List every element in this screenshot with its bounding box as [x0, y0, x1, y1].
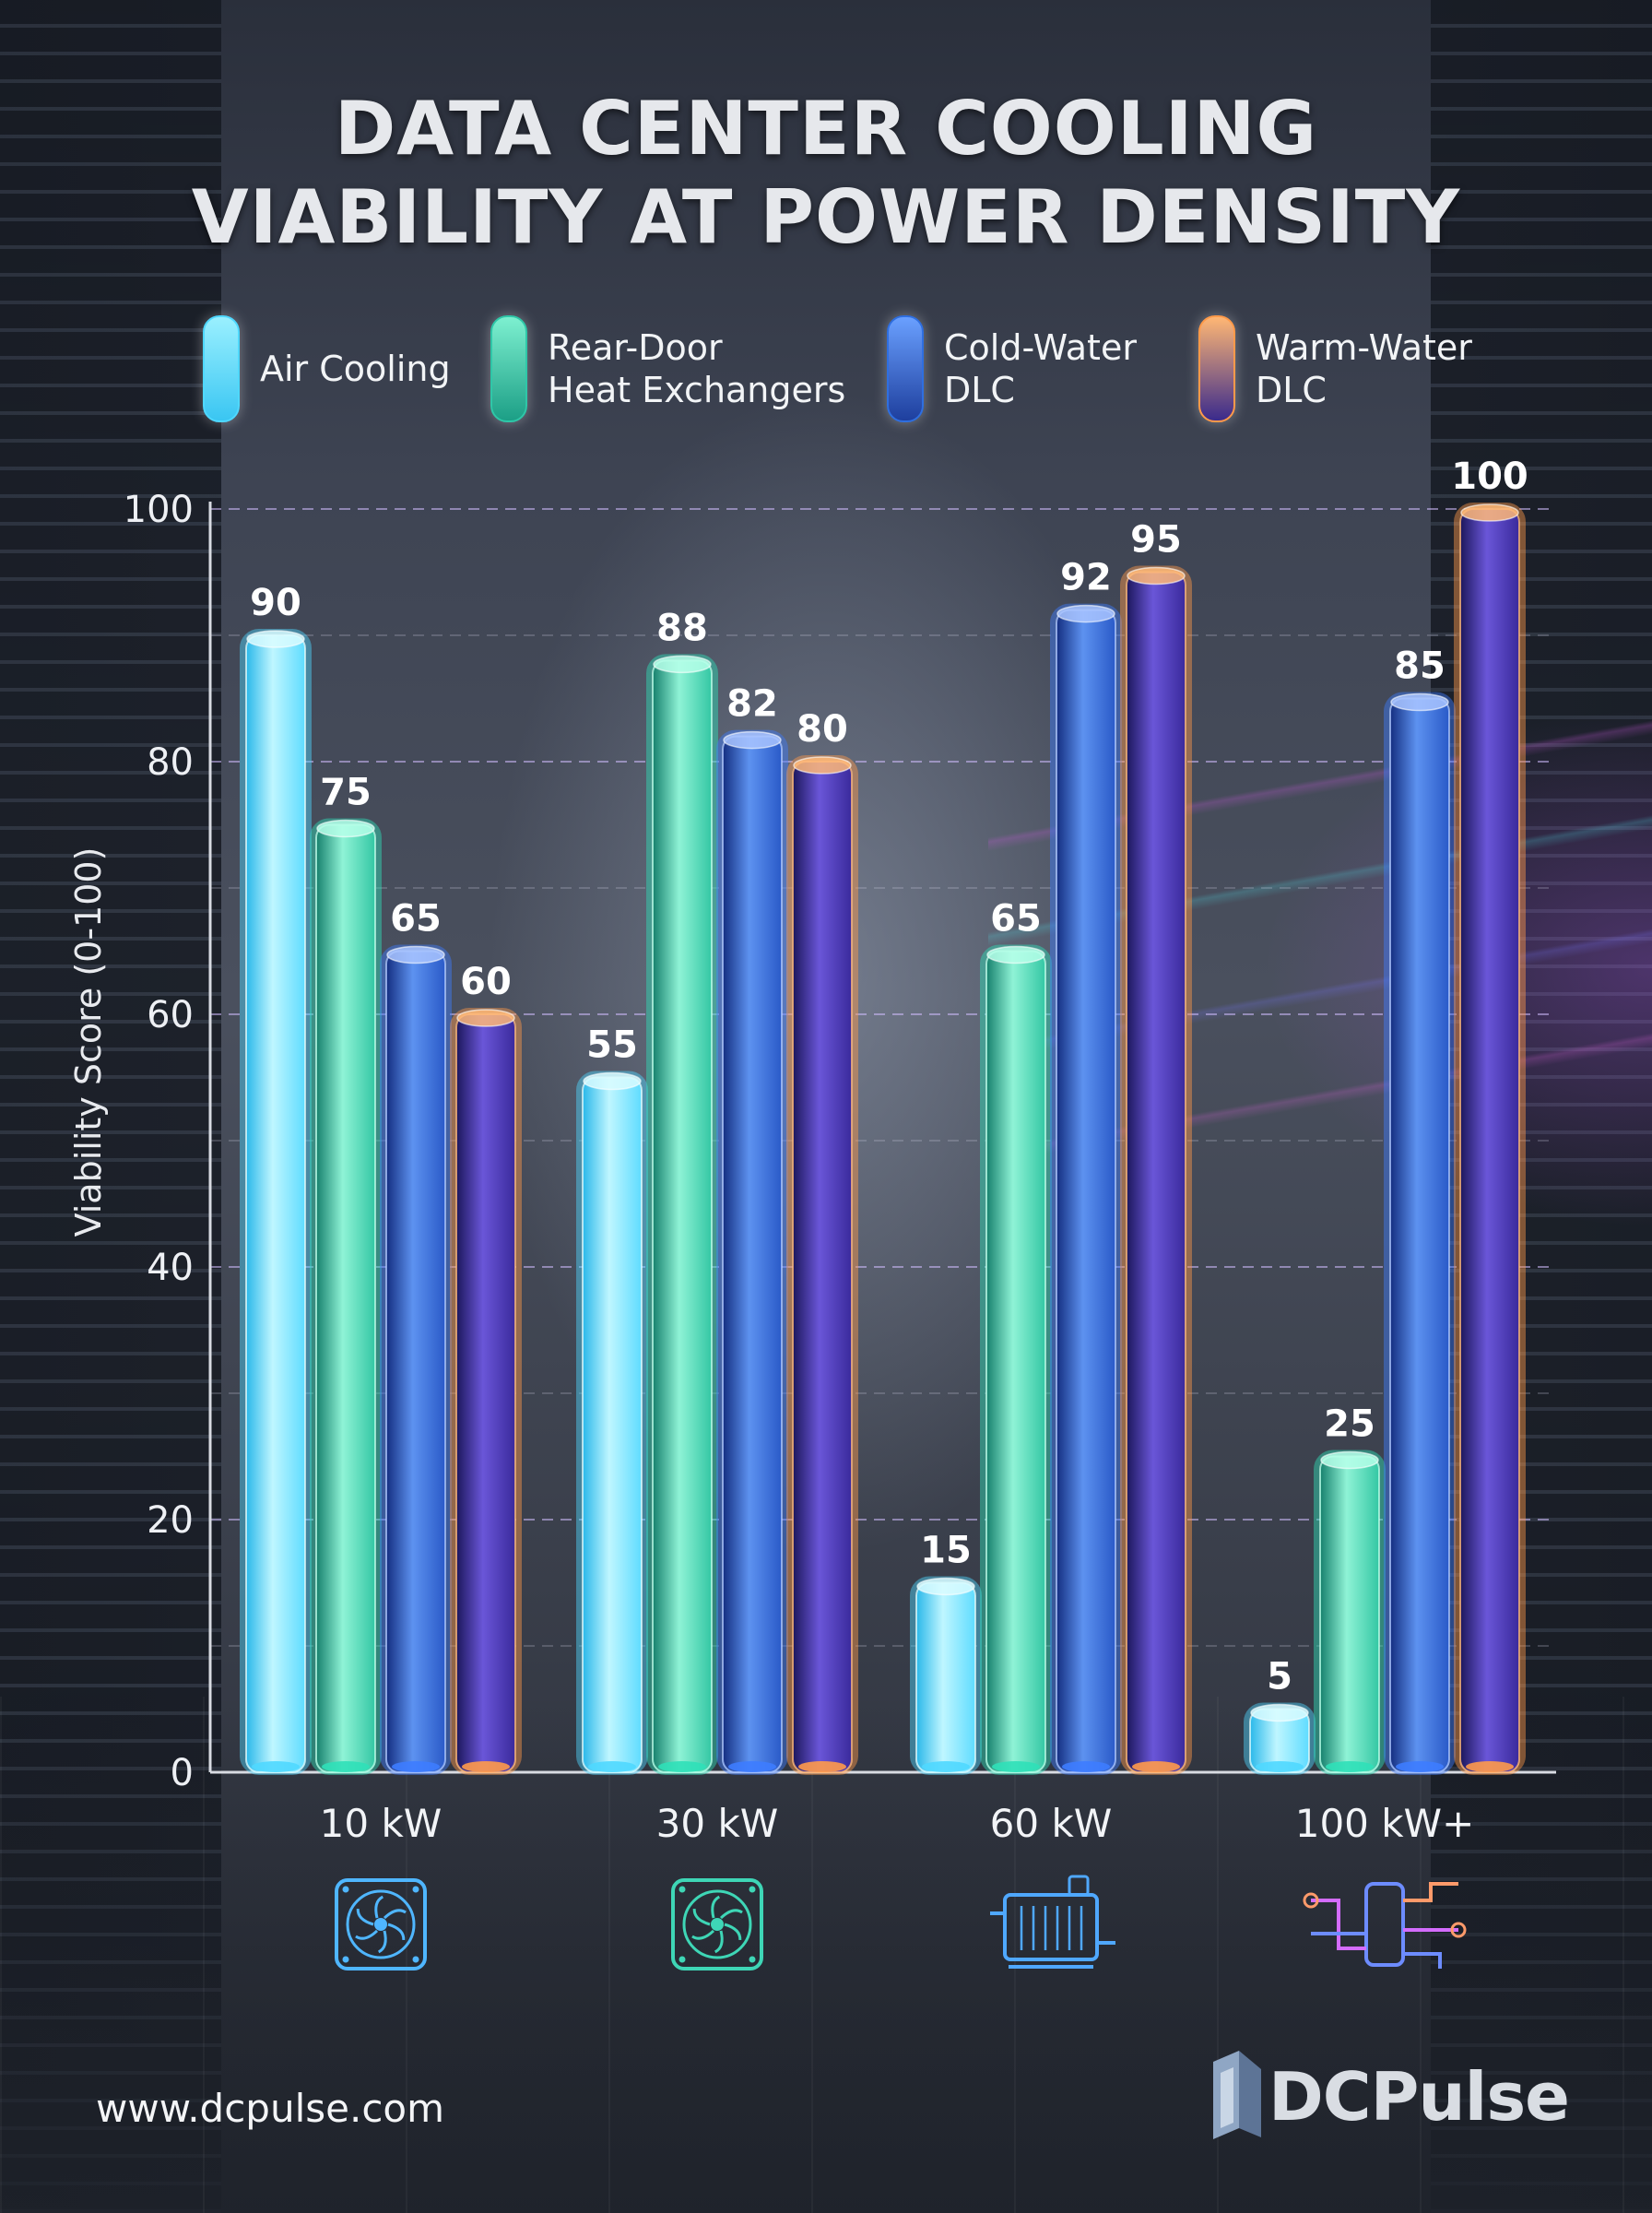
- data-label: 82: [726, 683, 778, 726]
- bar-cap: [246, 630, 305, 648]
- bar: [1389, 697, 1450, 1773]
- data-label: 100: [1451, 456, 1528, 498]
- bar-cap: [583, 1071, 642, 1091]
- website-url[interactable]: www.dcpulse.com: [96, 2086, 445, 2131]
- bar-base: [588, 1761, 636, 1772]
- data-label: 75: [320, 772, 372, 814]
- bar-cap: [1460, 503, 1519, 522]
- bar-base: [1132, 1761, 1180, 1772]
- bar-cap: [1320, 1450, 1379, 1470]
- data-label: 80: [796, 708, 848, 751]
- bar-cap: [793, 756, 852, 775]
- legend-label: Rear-Door Heat Exchangers: [548, 327, 846, 410]
- dcpulse-logo-icon: [1213, 2051, 1261, 2139]
- bar-base: [1256, 1761, 1304, 1772]
- data-label: 85: [1394, 645, 1446, 688]
- y-tick-label: 100: [124, 489, 194, 531]
- bar-base: [1326, 1761, 1374, 1772]
- bar-base: [658, 1761, 706, 1772]
- x-tick-label: 60 kW: [990, 1801, 1113, 1846]
- legend-item-rear-door: Rear-Door Heat Exchangers: [490, 314, 845, 424]
- fan-icon: [335, 1878, 427, 1970]
- bar-base: [798, 1761, 846, 1772]
- legend-label: Warm-Water DLC: [1256, 327, 1472, 410]
- bar: [315, 823, 376, 1773]
- data-label: 60: [460, 961, 512, 1003]
- bar-base: [462, 1761, 510, 1772]
- data-label: 92: [1060, 557, 1112, 599]
- data-label: 15: [920, 1530, 972, 1572]
- bar-base: [992, 1761, 1040, 1772]
- bar-cap: [1127, 566, 1186, 586]
- data-label: 65: [990, 898, 1042, 941]
- bar-cap: [1056, 604, 1115, 623]
- legend-label: Air Cooling: [260, 349, 451, 389]
- data-label: 88: [656, 607, 708, 649]
- y-tick-label: 40: [147, 1247, 194, 1289]
- y-tick-label: 0: [171, 1752, 194, 1794]
- bar: [1459, 508, 1520, 1773]
- bar-cap: [1390, 692, 1449, 712]
- data-label: 5: [1267, 1656, 1292, 1698]
- bar: [1056, 609, 1116, 1773]
- bar-cap: [723, 730, 782, 750]
- x-tick-label: 30 kW: [656, 1801, 779, 1846]
- legend-item-cold-water: Cold-Water DLC: [887, 314, 1137, 424]
- bar-base: [922, 1761, 970, 1772]
- brand-name: DCPulse: [1268, 2058, 1570, 2136]
- bar-cap: [1250, 1703, 1309, 1722]
- bar: [455, 1013, 516, 1773]
- y-tick-label: 20: [147, 1499, 194, 1542]
- bar: [792, 761, 853, 1773]
- legend-swatch: [887, 315, 924, 422]
- bar-cap: [653, 655, 712, 674]
- bar-base: [1466, 1761, 1514, 1772]
- legend-item-warm-water: Warm-Water DLC: [1198, 314, 1472, 424]
- bar: [652, 659, 713, 1773]
- legend-swatch: [203, 315, 240, 422]
- data-label: 90: [250, 582, 301, 624]
- bar-cap: [316, 819, 375, 838]
- piping-manifold-icon: [1303, 1882, 1467, 1969]
- floor: [0, 1697, 1652, 2213]
- bar: [915, 1581, 976, 1773]
- data-label: 65: [390, 898, 442, 941]
- bar-cap: [456, 1009, 515, 1027]
- brand-logo: DCPulse: [1208, 2049, 1570, 2145]
- x-tick-label: 100 kW+: [1295, 1801, 1475, 1846]
- bar: [1319, 1455, 1380, 1773]
- bar: [985, 950, 1046, 1773]
- bar-base: [1062, 1761, 1110, 1772]
- bar-base: [1396, 1761, 1444, 1772]
- bar: [722, 735, 783, 1773]
- legend-swatch: [490, 315, 527, 422]
- bar-base: [728, 1761, 776, 1772]
- bar: [1126, 571, 1186, 1773]
- bar: [385, 950, 446, 1773]
- bar: [582, 1076, 643, 1773]
- chart-title: DATA CENTER COOLING VIABILITY AT POWER D…: [191, 86, 1461, 260]
- bar-cap: [916, 1577, 975, 1596]
- heat-exchanger-icon: [990, 1875, 1115, 1969]
- y-tick-label: 80: [147, 741, 194, 784]
- legend-item-air-cooling: Air Cooling: [203, 314, 451, 424]
- bar-cap: [986, 945, 1045, 964]
- data-label: 25: [1324, 1403, 1375, 1446]
- x-tick-label: 10 kW: [320, 1801, 442, 1846]
- data-label: 95: [1130, 519, 1182, 562]
- data-label: 55: [586, 1024, 638, 1067]
- fan-icon: [671, 1878, 763, 1970]
- bar-base: [322, 1761, 370, 1772]
- bar-base: [252, 1761, 300, 1772]
- y-tick-label: 60: [147, 994, 194, 1036]
- bar-base: [392, 1761, 440, 1772]
- legend-swatch: [1198, 315, 1235, 422]
- legend: Air Cooling Rear-Door Heat Exchangers Co…: [0, 314, 1652, 433]
- legend-label: Cold-Water DLC: [944, 327, 1137, 410]
- bar-cap: [386, 945, 445, 964]
- bar: [245, 634, 306, 1773]
